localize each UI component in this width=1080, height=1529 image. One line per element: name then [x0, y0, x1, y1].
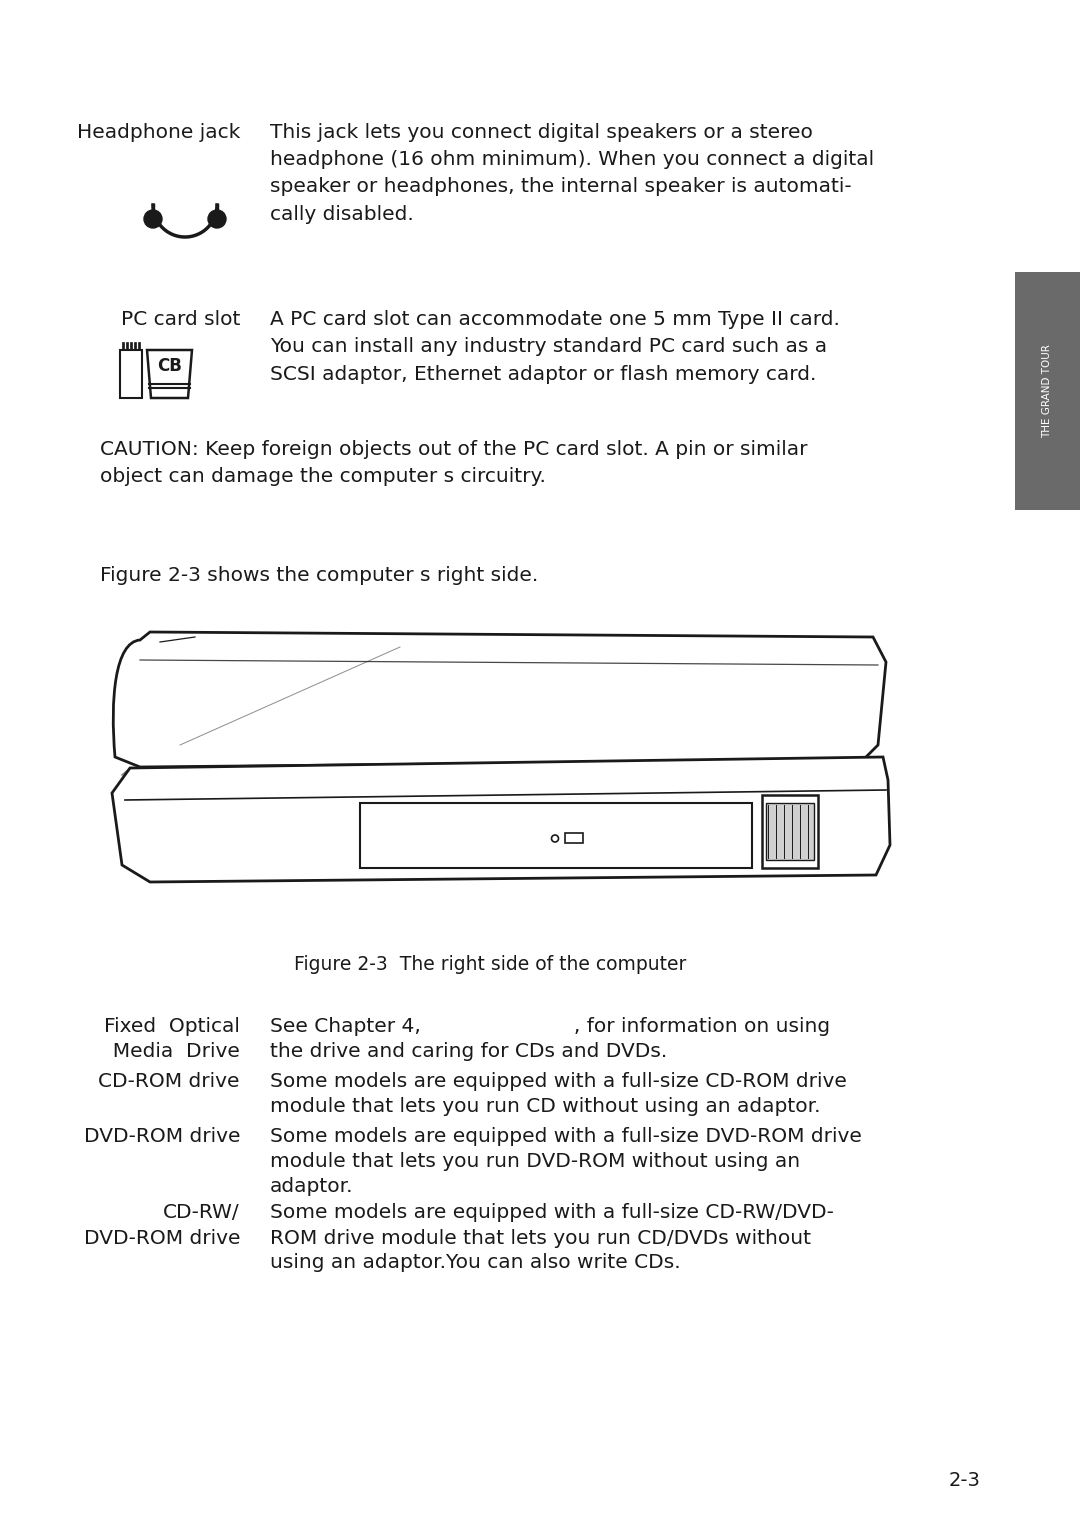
Bar — [130, 342, 132, 350]
Bar — [565, 832, 583, 842]
Bar — [762, 795, 818, 868]
Text: Some models are equipped with a full-size DVD-ROM drive
module that lets you run: Some models are equipped with a full-siz… — [270, 1127, 862, 1196]
Text: Headphone jack: Headphone jack — [77, 122, 240, 142]
Bar — [1015, 272, 1080, 511]
PathPatch shape — [112, 757, 890, 882]
Text: A PC card slot can accommodate one 5 mm Type II card.
You can install any indust: A PC card slot can accommodate one 5 mm … — [270, 310, 840, 384]
Bar — [121, 342, 124, 350]
Text: This jack lets you connect digital speakers or a stereo
headphone (16 ohm minimu: This jack lets you connect digital speak… — [270, 122, 874, 223]
PathPatch shape — [113, 631, 886, 768]
Text: See Chapter 4,                        , for information on using
the drive and c: See Chapter 4, , for information on usin… — [270, 1017, 831, 1061]
Bar — [766, 803, 814, 859]
Circle shape — [144, 209, 162, 228]
Text: Figure 2-3 shows the computer s right side.: Figure 2-3 shows the computer s right si… — [100, 566, 538, 586]
Bar — [360, 803, 752, 868]
Text: Figure 2-3  The right side of the computer: Figure 2-3 The right side of the compute… — [294, 956, 686, 974]
Text: CAUTION: Keep foreign objects out of the PC card slot. A pin or similar
object c: CAUTION: Keep foreign objects out of the… — [100, 440, 808, 486]
Text: THE GRAND TOUR: THE GRAND TOUR — [1042, 344, 1052, 437]
Text: CD-ROM drive: CD-ROM drive — [98, 1072, 240, 1092]
Text: PC card slot: PC card slot — [121, 310, 240, 329]
Polygon shape — [147, 350, 192, 398]
Text: Some models are equipped with a full-size CD-ROM drive
module that lets you run : Some models are equipped with a full-siz… — [270, 1072, 847, 1116]
Text: Fixed  Optical
  Media  Drive: Fixed Optical Media Drive — [100, 1017, 240, 1061]
Text: Some models are equipped with a full-size CD-RW/DVD-
ROM drive module that lets : Some models are equipped with a full-siz… — [270, 1203, 834, 1272]
Bar — [125, 342, 129, 350]
Bar — [120, 350, 141, 398]
Text: CD-RW/
DVD-ROM drive: CD-RW/ DVD-ROM drive — [83, 1203, 240, 1248]
Bar — [137, 342, 140, 350]
Circle shape — [208, 209, 226, 228]
Text: DVD-ROM drive: DVD-ROM drive — [83, 1127, 240, 1147]
Text: CB: CB — [157, 356, 181, 375]
Text: 2-3: 2-3 — [948, 1471, 980, 1489]
Bar — [134, 342, 136, 350]
